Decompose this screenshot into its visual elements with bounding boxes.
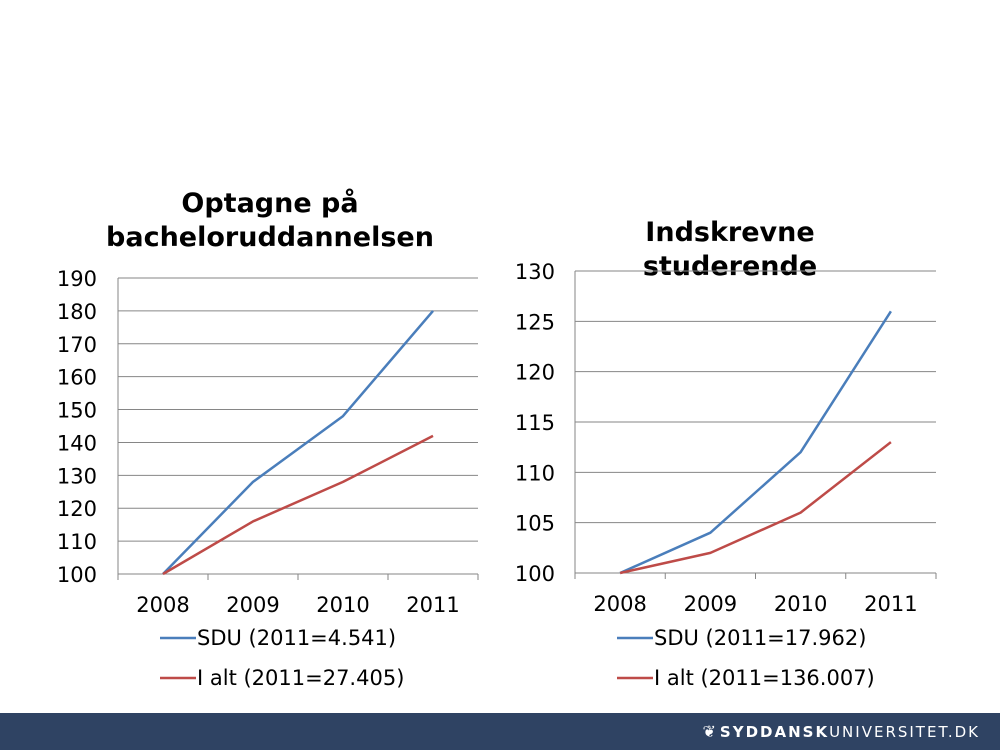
series-line-2 [162, 434, 434, 576]
chart-title-left: Optagne på bacheloruddannelsen [106, 188, 434, 253]
y-tick-label: 110 [57, 530, 97, 554]
x-tick-label: 2011 [864, 592, 917, 616]
y-tick-label: 125 [515, 310, 555, 334]
series-line-2 [619, 441, 892, 575]
y-tick-label: 140 [57, 431, 97, 455]
y-tick-label: 120 [57, 497, 97, 521]
x-tick-label: 2008 [136, 593, 189, 617]
logo-text-regular: UNIVERSITET.DK [829, 723, 980, 741]
y-tick-label: 180 [57, 300, 97, 324]
y-tick-label: 130 [515, 260, 555, 284]
y-tick-label: 100 [515, 562, 555, 586]
chart-title-right: Indskrevne studerende [642, 217, 818, 282]
legend-label-1: SDU (2011=17.962) [654, 626, 866, 650]
x-tick-label: 2011 [406, 593, 459, 617]
legend-label-1: SDU (2011=4.541) [197, 626, 396, 650]
x-tick-label: 2010 [316, 593, 369, 617]
y-tick-label: 160 [57, 366, 97, 390]
legend-label-2: I alt (2011=27.405) [197, 666, 404, 690]
y-tick-label: 190 [57, 267, 97, 291]
y-tick-label: 170 [57, 333, 97, 357]
x-tick-label: 2009 [226, 593, 279, 617]
university-logo[interactable]: ❦ SYDDANSKUNIVERSITET.DK [703, 722, 981, 741]
series-line-1 [162, 310, 434, 575]
y-tick-label: 120 [515, 361, 555, 385]
logo-text-bold: SYDDANSK [719, 723, 830, 741]
y-tick-label: 105 [515, 512, 555, 536]
legend-label-2: I alt (2011=136.007) [654, 666, 875, 690]
y-tick-label: 110 [515, 461, 555, 485]
line-chart-left: 100 110 120 130 140 150 160 170 180 190 2008 2009 20… [57, 267, 479, 690]
x-tick-label: 2009 [684, 592, 737, 616]
line-chart-right: 100 105 110 115 120 125 130 2008 2009 2010 2011 SDU… [515, 260, 937, 690]
y-tick-label: 100 [57, 563, 97, 587]
y-tick-label: 150 [57, 399, 97, 423]
x-tick-label: 2008 [593, 592, 646, 616]
y-tick-label: 130 [57, 464, 97, 488]
leaf-icon: ❦ [702, 722, 716, 741]
series-line-1 [619, 310, 892, 575]
footer-bar: ❦ SYDDANSKUNIVERSITET.DK [0, 713, 1000, 750]
y-tick-label: 115 [515, 411, 555, 435]
x-tick-label: 2010 [774, 592, 827, 616]
